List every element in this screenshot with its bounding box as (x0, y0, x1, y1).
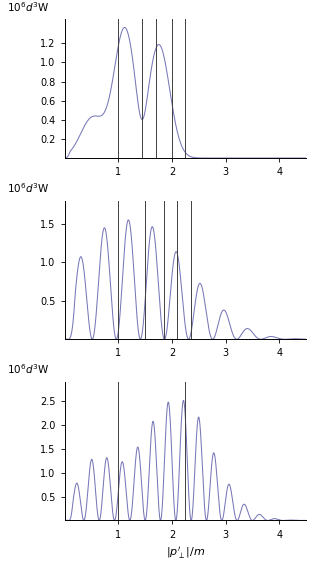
X-axis label: $|p^{\prime}_{\perp}|/m$: $|p^{\prime}_{\perp}|/m$ (166, 545, 205, 561)
Y-axis label: $10^6 d^3$W: $10^6 d^3$W (7, 181, 49, 195)
Y-axis label: $10^6 d^3$W: $10^6 d^3$W (7, 0, 49, 14)
Y-axis label: $10^6 d^3$W: $10^6 d^3$W (7, 362, 49, 377)
